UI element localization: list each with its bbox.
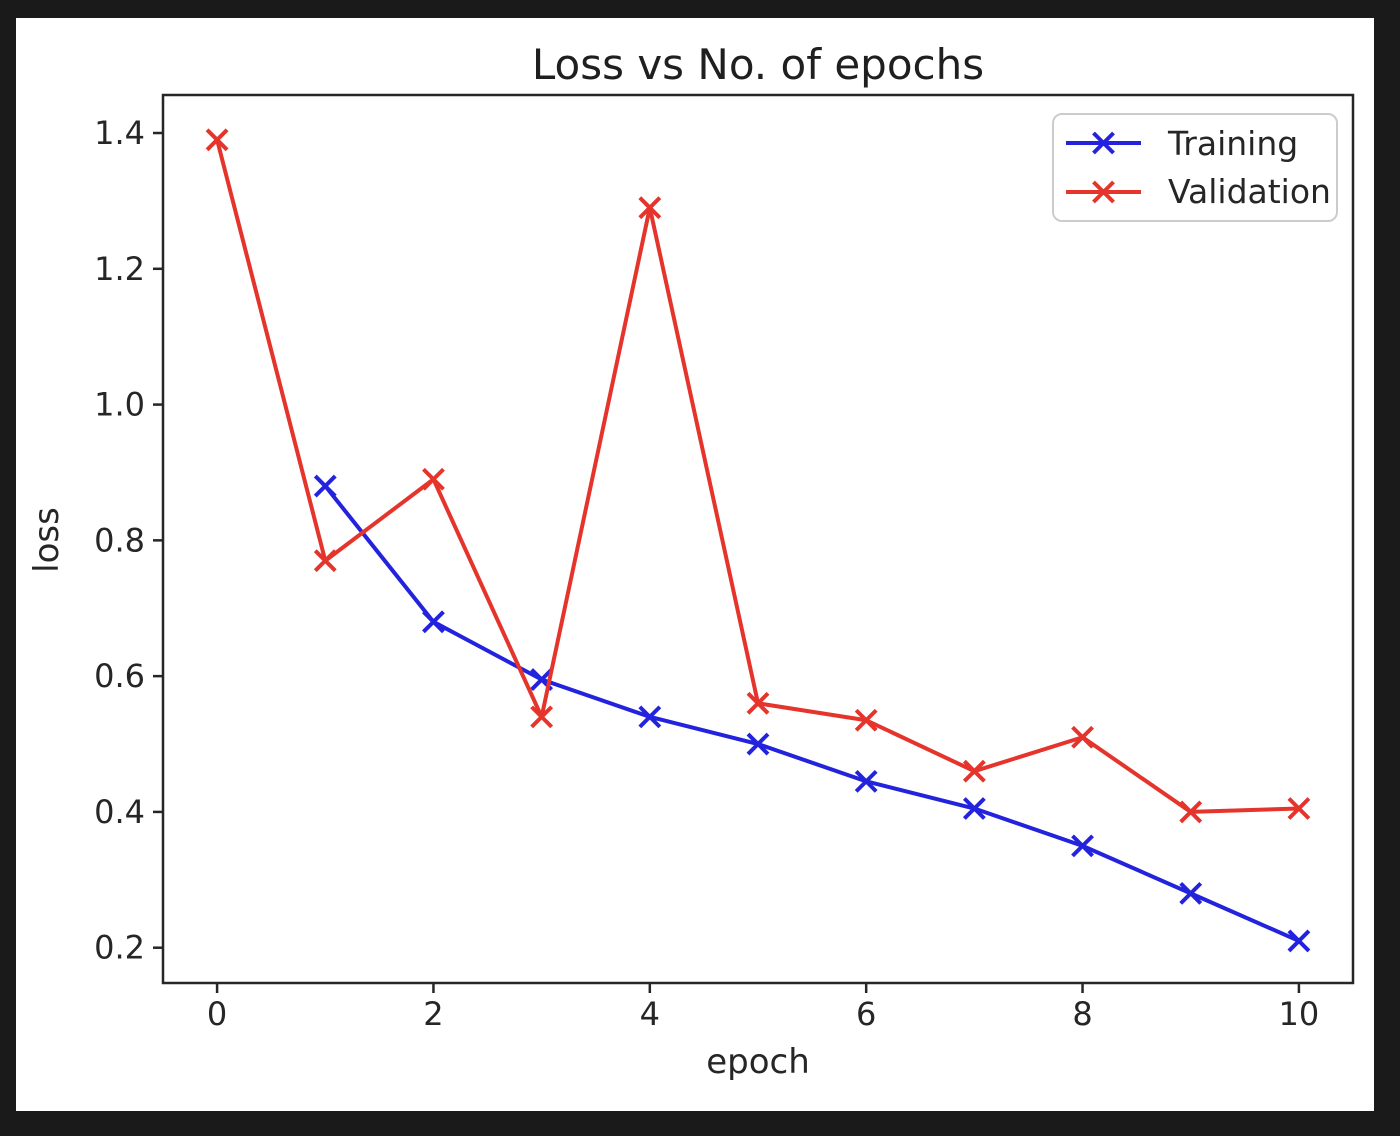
y-tick-label: 0.6 xyxy=(94,657,145,695)
validation-line xyxy=(215,139,1299,814)
y-axis-label: loss xyxy=(27,507,67,573)
y-tick-label: 0.8 xyxy=(94,521,145,559)
x-axis-label: epoch xyxy=(706,1042,810,1082)
y-tick-label: 0.2 xyxy=(94,929,145,967)
x-tick-label: 8 xyxy=(1072,995,1092,1033)
training-line-sample xyxy=(1066,131,1141,155)
y-tick-label: 1.4 xyxy=(94,114,145,152)
x-tick-label: 4 xyxy=(640,995,660,1033)
loss-chart: 0 2 4 6 8 10 0.2 0.4 0.6 0.8 1.0 1.2 1.4 xyxy=(94,93,1355,1033)
x-tick-label: 10 xyxy=(1279,995,1320,1033)
validation-line-sample xyxy=(1066,180,1141,204)
validation-markers xyxy=(205,128,1311,824)
chart-title: Loss vs No. of epochs xyxy=(531,40,985,89)
legend-label-validation: Validation xyxy=(1168,172,1331,212)
training-line xyxy=(323,484,1300,943)
x-axis: 0 2 4 6 8 10 xyxy=(207,983,1319,1033)
plot-frame xyxy=(161,93,1355,985)
legend-item-validation: Validation xyxy=(1064,168,1336,216)
y-axis: 0.2 0.4 0.6 0.8 1.0 1.2 1.4 xyxy=(94,114,163,967)
training-series xyxy=(313,474,1311,953)
legend: Training Validation xyxy=(1052,113,1338,222)
x-tick-label: 2 xyxy=(423,995,443,1033)
y-tick-label: 0.4 xyxy=(94,793,145,831)
x-tick-label: 6 xyxy=(856,995,876,1033)
y-tick-label: 1.0 xyxy=(94,386,145,424)
figure-canvas: 0 2 4 6 8 10 0.2 0.4 0.6 0.8 1.0 1.2 1.4 Loss vs No.… xyxy=(16,18,1374,1111)
legend-item-training: Training xyxy=(1064,119,1336,167)
validation-series xyxy=(205,128,1311,824)
training-markers xyxy=(313,474,1311,953)
legend-label-training: Training xyxy=(1168,123,1299,163)
x-tick-label: 0 xyxy=(207,995,227,1033)
y-tick-label: 1.2 xyxy=(94,250,145,288)
